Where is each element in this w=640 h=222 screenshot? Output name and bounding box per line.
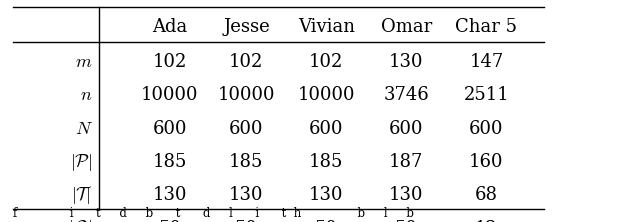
Text: Vivian: Vivian <box>298 18 355 36</box>
Text: 130: 130 <box>152 186 187 204</box>
Text: 130: 130 <box>229 186 264 204</box>
Text: Char 5: Char 5 <box>456 18 517 36</box>
Text: 50: 50 <box>395 220 418 222</box>
Text: 185: 185 <box>229 153 264 171</box>
Text: f              i      t     d     b      t      d     l      i      t  h        : f i t d b t d l i t h <box>13 207 414 220</box>
Text: $N$: $N$ <box>75 120 93 138</box>
Text: 185: 185 <box>309 153 344 171</box>
Text: 600: 600 <box>152 120 187 138</box>
Text: Jesse: Jesse <box>223 18 270 36</box>
Text: Ada: Ada <box>152 18 188 36</box>
Text: Omar: Omar <box>381 18 432 36</box>
Text: 130: 130 <box>309 186 344 204</box>
Text: $|\mathcal{P}|$: $|\mathcal{P}|$ <box>70 152 93 172</box>
Text: 3746: 3746 <box>383 86 429 105</box>
Text: 102: 102 <box>229 53 264 71</box>
Text: 2511: 2511 <box>463 86 509 105</box>
Text: 160: 160 <box>469 153 504 171</box>
Text: 12: 12 <box>475 220 498 222</box>
Text: 68: 68 <box>475 186 498 204</box>
Text: $|\mathcal{T}|$: $|\mathcal{T}|$ <box>71 184 93 206</box>
Text: 10000: 10000 <box>141 86 198 105</box>
Text: 50: 50 <box>158 220 181 222</box>
Text: 130: 130 <box>389 186 424 204</box>
Text: $m$: $m$ <box>76 53 93 71</box>
Text: $|\mathcal{Q}|$: $|\mathcal{Q}|$ <box>68 218 93 222</box>
Text: 600: 600 <box>469 120 504 138</box>
Text: 130: 130 <box>389 53 424 71</box>
Text: 600: 600 <box>309 120 344 138</box>
Text: 187: 187 <box>389 153 424 171</box>
Text: $n$: $n$ <box>81 86 93 105</box>
Text: 102: 102 <box>152 53 187 71</box>
Text: 102: 102 <box>309 53 344 71</box>
Text: 50: 50 <box>315 220 338 222</box>
Text: 600: 600 <box>389 120 424 138</box>
Text: 185: 185 <box>152 153 187 171</box>
Text: 600: 600 <box>229 120 264 138</box>
Text: 50: 50 <box>235 220 258 222</box>
Text: 10000: 10000 <box>298 86 355 105</box>
Text: 147: 147 <box>469 53 504 71</box>
Text: 10000: 10000 <box>218 86 275 105</box>
